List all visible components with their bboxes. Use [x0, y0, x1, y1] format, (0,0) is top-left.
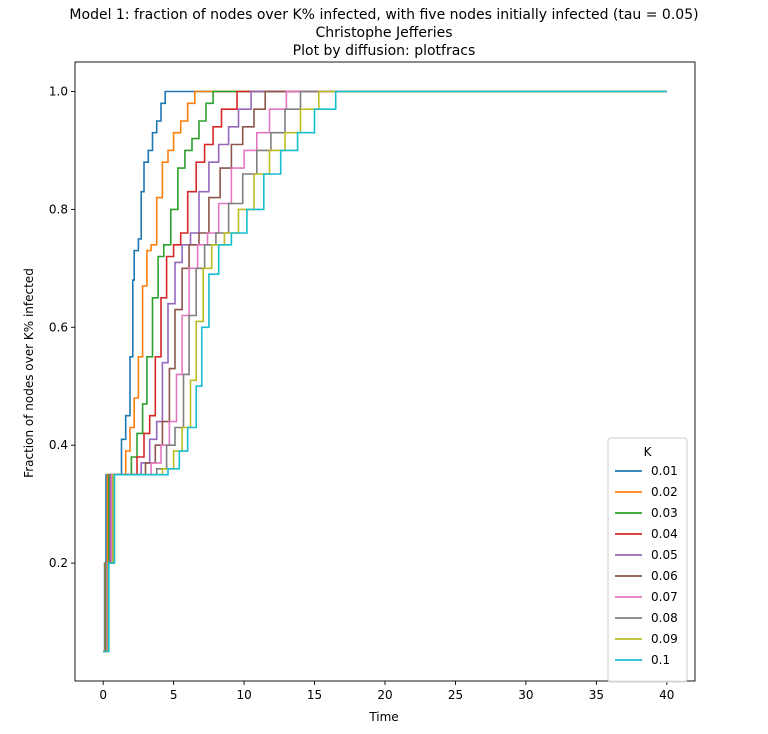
y-tick-label-4: 1.0 [49, 84, 68, 98]
legend-label-1: 0.02 [651, 485, 678, 499]
legend-frame [607, 437, 688, 683]
x-tick-label-4: 20 [377, 688, 392, 702]
series-line-7 [103, 90, 667, 653]
y-axis-label: Fraction of nodes over K% infected [22, 268, 36, 478]
series-line-4 [103, 90, 667, 653]
series-line-3 [103, 90, 667, 653]
axes: 0 5 10 15 20 25 30 35 40 0.2 0.4 0.6 0.8 1.0 [49, 61, 696, 702]
series-line-8 [103, 90, 667, 653]
series-line-1 [103, 90, 667, 653]
legend: K 0.01 0.02 0.03 0.04 0.05 0.06 0.07 0.08 0.09 0.1 [607, 437, 688, 683]
series-line-0 [103, 90, 667, 653]
x-tick-label-8: 40 [659, 688, 674, 702]
legend-label-0: 0.01 [651, 464, 678, 478]
series-line-5 [103, 90, 667, 653]
legend-label-3: 0.04 [651, 527, 678, 541]
legend-label-6: 0.07 [651, 590, 678, 604]
y-tick-label-1: 0.4 [49, 438, 68, 452]
y-tick-label-2: 0.6 [49, 320, 68, 334]
legend-label-7: 0.08 [651, 611, 678, 625]
title-line-3: Plot by diffusion: plotfracs [293, 43, 476, 59]
plot-lines [103, 90, 667, 653]
x-tick-label-7: 35 [589, 688, 604, 702]
y-tick-label-3: 0.8 [49, 202, 68, 216]
x-tick-label-0: 0 [99, 688, 107, 702]
x-axis-label: Time [368, 710, 398, 724]
x-tick-label-3: 15 [307, 688, 322, 702]
legend-label-5: 0.06 [651, 569, 678, 583]
title-line-2: Christophe Jefferies [315, 25, 452, 41]
legend-label-2: 0.03 [651, 506, 678, 520]
series-line-2 [103, 90, 667, 653]
legend-label-9: 0.1 [651, 653, 670, 667]
legend-label-8: 0.09 [651, 632, 678, 646]
x-tick-label-6: 30 [518, 688, 533, 702]
x-tick-label-5: 25 [448, 688, 463, 702]
y-tick-label-0: 0.2 [49, 556, 68, 570]
series-line-6 [103, 90, 667, 653]
x-tick-label-2: 10 [236, 688, 251, 702]
x-tick-label-1: 5 [170, 688, 178, 702]
series-line-9 [103, 90, 667, 653]
legend-label-4: 0.05 [651, 548, 678, 562]
title-line-1: Model 1: fraction of nodes over K% infec… [69, 7, 698, 23]
chart-title: Model 1: fraction of nodes over K% infec… [69, 7, 698, 59]
legend-title: K [644, 445, 653, 459]
